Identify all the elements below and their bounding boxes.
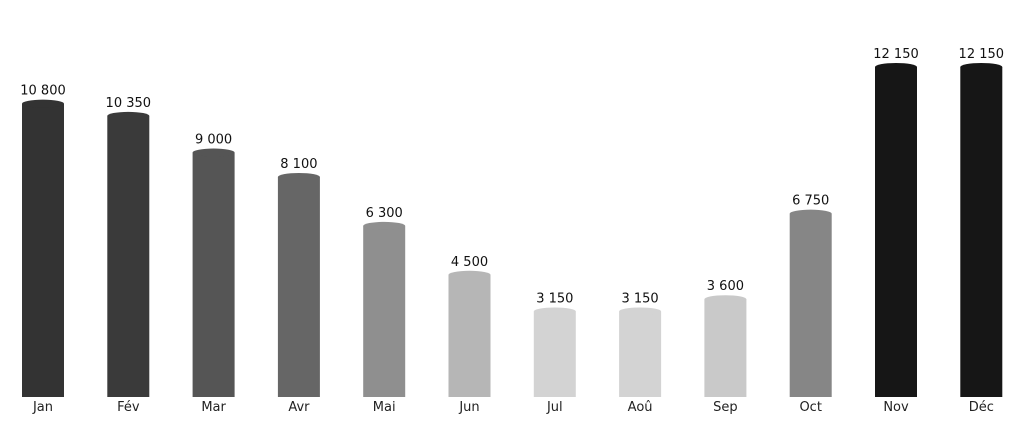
x-tick-label: Jun — [458, 400, 479, 415]
bar-cap — [448, 270, 491, 279]
bar-body — [960, 67, 1003, 397]
bar-3 — [192, 148, 235, 397]
bar-11 — [875, 63, 917, 397]
bar-cap — [277, 173, 320, 181]
bar-cap — [960, 63, 1003, 71]
value-label: 8 100 — [280, 157, 317, 172]
value-label: 12 150 — [959, 47, 1005, 62]
x-tick-label: Aoû — [628, 400, 653, 415]
bar-body — [789, 213, 832, 397]
bar-10 — [789, 209, 832, 397]
bar-cap — [533, 307, 576, 316]
bar-body — [22, 103, 64, 398]
bar-1 — [22, 99, 64, 398]
value-label: 3 600 — [707, 279, 744, 294]
x-tick-label: Mar — [201, 400, 226, 415]
bar-cap — [704, 295, 747, 304]
bar-group — [22, 63, 1003, 398]
bar-body — [619, 311, 662, 397]
bar-9 — [704, 295, 747, 397]
bar-cap — [107, 111, 150, 120]
x-tick-label: Oct — [799, 400, 821, 415]
value-label: 10 350 — [106, 96, 152, 111]
bar-body — [363, 225, 406, 397]
x-tick-label: Nov — [883, 400, 909, 415]
bar-6 — [448, 270, 491, 397]
value-label: 3 150 — [536, 291, 573, 306]
bar-body — [448, 274, 491, 397]
x-tick-label: Jul — [546, 400, 563, 415]
x-tick-label: Avr — [288, 400, 310, 415]
bar-body — [107, 115, 150, 397]
bar-body — [704, 299, 747, 397]
x-tick-label: Sep — [713, 400, 738, 415]
value-label: 12 150 — [873, 47, 919, 62]
bar-8 — [619, 307, 662, 397]
x-axis-tick-labels: Jan Fév Mar Avr Mai Jun Jul Aoû Sep Oct Nov Déc — [32, 400, 994, 415]
bar-cap — [875, 63, 917, 71]
value-label: 6 750 — [792, 194, 829, 209]
value-label: 10 800 — [20, 84, 66, 99]
bar-7 — [533, 307, 576, 397]
bar-cap — [22, 99, 64, 108]
bar-body — [277, 177, 320, 397]
x-tick-label: Déc — [969, 400, 994, 415]
bar-5 — [363, 221, 406, 397]
bar-body — [533, 311, 576, 397]
bar-4 — [277, 173, 320, 397]
x-tick-label: Fév — [117, 400, 140, 415]
bar-body — [192, 152, 235, 397]
bar-body — [875, 67, 917, 397]
bar-cap — [192, 148, 235, 157]
bar-2 — [107, 111, 150, 397]
x-tick-label: Jan — [32, 400, 53, 415]
value-label-group: 10 800 10 350 9 000 8 100 6 300 4 500 3 150 3 1… — [20, 47, 1004, 306]
value-label: 6 300 — [366, 206, 403, 221]
value-label: 9 000 — [195, 133, 232, 148]
bar-cap — [619, 307, 662, 316]
bar-cap — [363, 221, 406, 230]
bar-12 — [960, 63, 1003, 397]
x-tick-label: Mai — [373, 400, 396, 415]
value-label: 3 150 — [621, 291, 658, 306]
value-label: 4 500 — [451, 255, 488, 270]
bar-cap — [789, 209, 832, 218]
